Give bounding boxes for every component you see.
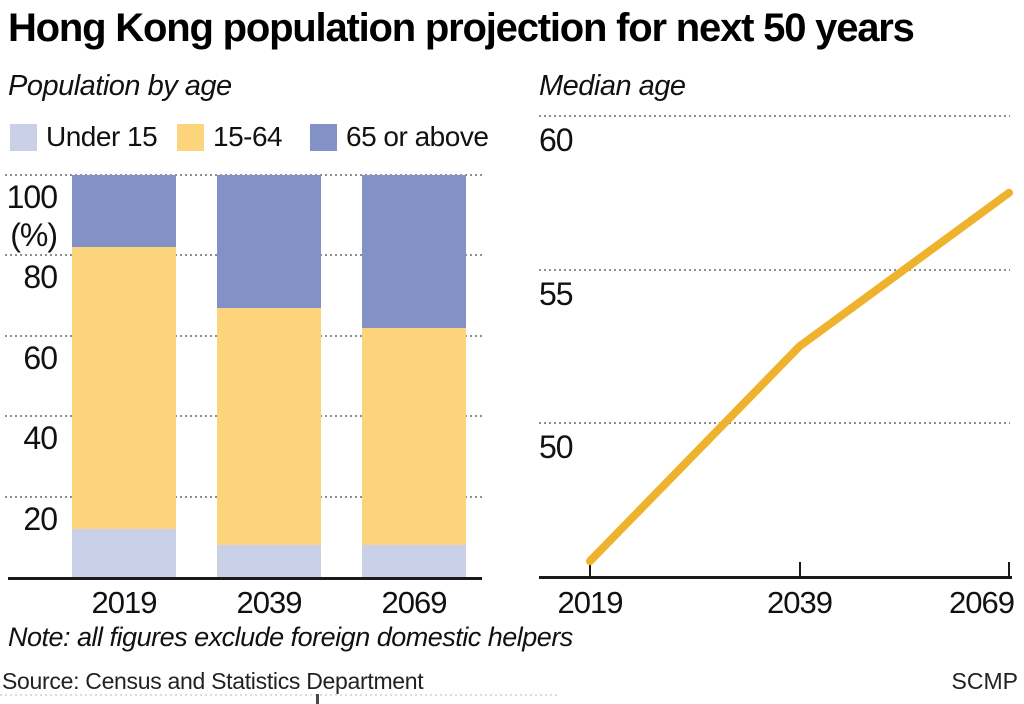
line-x-tick-2069	[1008, 562, 1010, 576]
legend-label-65-or-above: 65 or above	[346, 121, 489, 152]
median-age-line	[586, 188, 1013, 566]
note-text: Note: all figures exclude foreign domest…	[8, 622, 573, 652]
bar-ytick-label-20: 20	[23, 500, 58, 537]
line-gridline	[539, 115, 1010, 117]
cropped-element-remnant	[0, 694, 560, 696]
line-x-label-2039: 2039	[767, 585, 833, 620]
legend-swatch-under-15	[10, 123, 37, 151]
credit-text: SCMP	[951, 668, 1018, 694]
bar-2069-segment-65-or-above	[362, 175, 466, 328]
cropped-tick-remnant	[316, 694, 319, 704]
bar-category-label-2039: 2039	[236, 585, 303, 620]
legend-swatch-65-or-above	[310, 123, 337, 151]
bar-category-label-2019: 2019	[91, 585, 158, 620]
bar-ytick-label-80: 80	[23, 259, 58, 296]
legend-item-65-or-above: 65 or above	[310, 121, 489, 152]
line-x-label-2069: 2069	[949, 585, 1015, 620]
bar-axis-unit-label: (%)	[10, 217, 58, 253]
bar-ytick-label-100: 100	[6, 179, 58, 215]
bar-2019-segment-15-64	[72, 247, 176, 529]
line-x-tick-2039	[798, 562, 801, 576]
bar-x-axis	[8, 577, 482, 580]
legend-label-15-64: 15-64	[213, 121, 283, 152]
line-x-axis	[539, 576, 1012, 579]
legend-item-15-64: 15-64	[177, 121, 283, 152]
line-x-label-2019: 2019	[557, 585, 624, 620]
bar-2069-segment-15-64	[362, 327, 466, 545]
line-chart-title: Median age	[539, 70, 686, 102]
bar-2039-segment-65-or-above	[217, 175, 321, 308]
bar-category-label-2069: 2069	[381, 585, 448, 620]
legend-swatch-15-64	[177, 123, 204, 151]
line-ytick-label-60: 60	[539, 122, 574, 158]
line-ytick-label-50: 50	[539, 429, 574, 465]
source-text: Source: Census and Statistics Department	[2, 668, 424, 694]
page-title: Hong Kong population projection for next…	[8, 6, 915, 50]
bar-2019-segment-under-15	[72, 528, 176, 577]
legend-label-under-15: Under 15	[46, 121, 158, 152]
legend-item-under-15: Under 15	[10, 121, 158, 152]
bar-ytick-label-60: 60	[23, 339, 58, 376]
bar-ytick-label-40: 40	[23, 420, 58, 457]
line-gridline	[539, 268, 1010, 271]
line-ytick-label-55: 55	[539, 275, 574, 312]
bar-2039-segment-15-64	[217, 307, 321, 545]
line-x-tick-2019	[589, 562, 591, 576]
bar-2039-segment-under-15	[217, 544, 321, 577]
bar-2069-segment-under-15	[362, 544, 466, 577]
bar-chart-title: Population by age	[8, 70, 232, 102]
line-gridline	[539, 422, 1010, 424]
bar-2019-segment-65-or-above	[72, 175, 176, 248]
